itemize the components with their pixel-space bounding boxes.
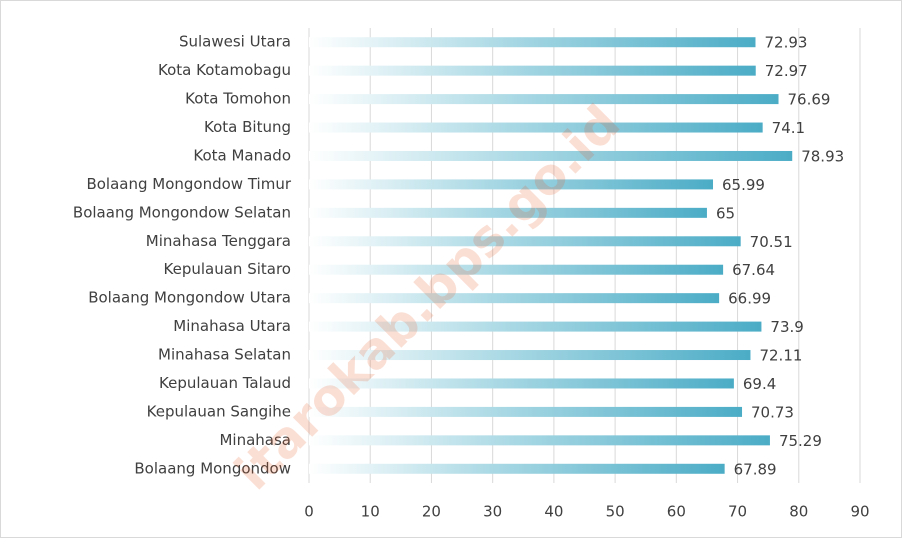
bar — [309, 150, 793, 161]
value-label: 78.93 — [801, 147, 844, 165]
value-label: 72.93 — [764, 34, 807, 52]
x-tick-label: 0 — [304, 503, 314, 521]
value-label: 74.1 — [772, 119, 805, 137]
value-label: 70.51 — [750, 233, 793, 251]
x-tick-label: 30 — [483, 503, 502, 521]
x-tick-label: 50 — [606, 503, 625, 521]
value-label: 66.99 — [728, 290, 771, 308]
value-label: 72.97 — [765, 62, 808, 80]
y-tick-label: Kota Bitung — [204, 118, 291, 136]
value-label: 69.4 — [743, 375, 776, 393]
y-tick-label: Bolaang Mongondow Timur — [86, 175, 291, 193]
y-tick-label: Kepulauan Talaud — [159, 374, 291, 392]
y-tick-label: Minahasa Selatan — [158, 346, 291, 364]
bar — [309, 321, 762, 332]
x-tick-label: 70 — [728, 503, 747, 521]
x-tick-label: 90 — [850, 503, 869, 521]
y-tick-label: Bolaang Mongondow Selatan — [73, 203, 291, 221]
bar — [309, 378, 734, 389]
y-tick-label: Minahasa Tenggara — [146, 232, 291, 250]
y-tick-label: Kota Tomohon — [185, 90, 291, 108]
bar — [309, 463, 725, 474]
y-tick-label: Bolaang Mongondow — [134, 459, 291, 477]
x-tick-label: 10 — [361, 503, 380, 521]
x-tick-label: 20 — [422, 503, 441, 521]
value-label: 76.69 — [788, 91, 831, 109]
y-tick-label: Bolaang Mongondow Utara — [88, 289, 291, 307]
y-tick-label: Kepulauan Sangihe — [147, 402, 291, 420]
bar — [309, 37, 756, 48]
y-tick-label: Minahasa — [219, 431, 291, 449]
value-label: 65.99 — [722, 176, 765, 194]
value-label: 75.29 — [779, 432, 822, 450]
y-tick-label: Kota Kotamobagu — [158, 61, 291, 79]
bar — [309, 350, 751, 361]
value-label: 67.89 — [734, 460, 777, 478]
bar — [309, 207, 707, 218]
y-tick-label: Kota Manado — [193, 146, 291, 164]
bar — [309, 264, 724, 275]
bar — [309, 94, 779, 105]
x-tick-label: 80 — [789, 503, 808, 521]
y-tick-label: Sulawesi Utara — [179, 33, 291, 51]
value-label: 73.9 — [770, 318, 803, 336]
value-label: 65 — [716, 204, 735, 222]
bar — [309, 293, 720, 304]
value-label: 72.11 — [759, 347, 802, 365]
x-tick-label: 40 — [544, 503, 563, 521]
bar — [309, 122, 763, 133]
bar — [309, 179, 714, 190]
y-tick-label: Minahasa Utara — [173, 317, 291, 335]
y-tick-label: Kepulauan Sitaro — [164, 260, 291, 278]
value-label: 67.64 — [732, 261, 775, 279]
bar — [309, 406, 743, 417]
bar — [309, 435, 770, 446]
bar — [309, 236, 741, 247]
x-tick-label: 60 — [667, 503, 686, 521]
bar — [309, 65, 756, 76]
value-label: 70.73 — [751, 403, 794, 421]
plot-area: 0 10 20 30 40 50 60 70 80 90 Sulawesi Utara 72.93 Ko… — [73, 28, 870, 521]
